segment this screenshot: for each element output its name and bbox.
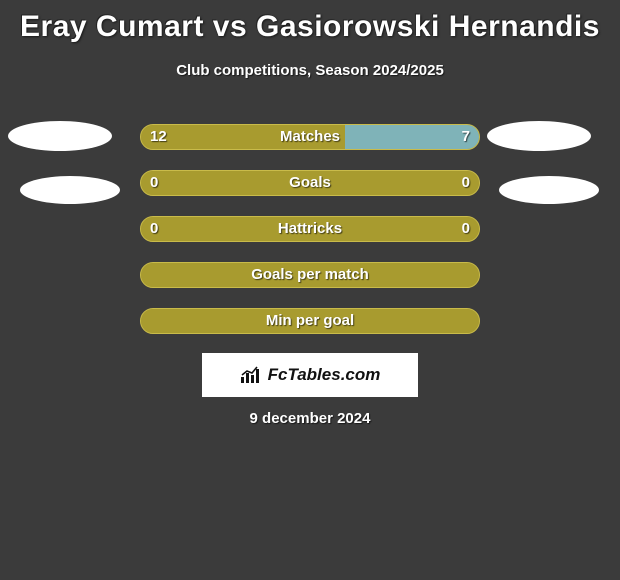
page-subtitle: Club competitions, Season 2024/2025 (0, 44, 620, 79)
decorative-ellipse (487, 121, 591, 151)
bar-track (140, 216, 480, 242)
bar-left (141, 309, 480, 334)
bar-track (140, 308, 480, 334)
date-label: 9 december 2024 (0, 410, 620, 427)
decorative-ellipse (20, 176, 120, 204)
bar-track (140, 124, 480, 150)
bar-left (141, 217, 480, 242)
bar-right (345, 125, 479, 150)
bar-left (141, 125, 347, 150)
bar-left (141, 263, 480, 288)
watermark-text: FcTables.com (268, 365, 381, 385)
stats-rows: Matches127Goals00Hattricks00Goals per ma… (0, 124, 620, 354)
chart-icon (240, 366, 262, 384)
stat-row: Goals per match (0, 262, 620, 288)
watermark: FcTables.com (202, 353, 418, 397)
decorative-ellipse (8, 121, 112, 151)
decorative-ellipse (499, 176, 599, 204)
bar-track (140, 170, 480, 196)
stat-row: Hattricks00 (0, 216, 620, 242)
stat-row: Min per goal (0, 308, 620, 334)
bar-left (141, 171, 480, 196)
bar-track (140, 262, 480, 288)
page-title: Eray Cumart vs Gasiorowski Hernandis (0, 0, 620, 44)
